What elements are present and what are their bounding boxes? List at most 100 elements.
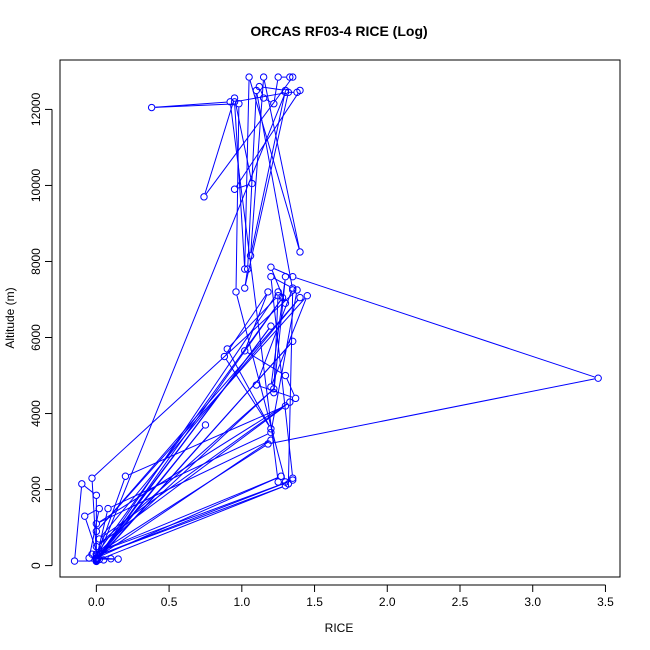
series-segment — [247, 93, 257, 266]
x-tick-label: 2.0 — [379, 595, 396, 609]
x-tick-label: 1.5 — [306, 595, 323, 609]
data-point — [281, 272, 290, 281]
data-point — [246, 252, 255, 260]
series-segment — [74, 487, 82, 558]
data-point — [289, 272, 297, 281]
series-segment — [238, 92, 285, 102]
y-tick-label: 2000 — [29, 476, 43, 503]
data-point — [241, 284, 249, 292]
series-segment — [91, 481, 97, 551]
series-segment — [287, 293, 294, 481]
data-point — [241, 347, 249, 355]
data-point — [289, 474, 297, 482]
data-point — [259, 73, 268, 81]
series-layer — [70, 73, 602, 566]
data-point — [220, 352, 229, 361]
data-point — [95, 535, 103, 543]
data-point — [274, 478, 282, 486]
series-segment — [99, 477, 279, 557]
series-segment — [236, 295, 286, 479]
series-segment — [94, 292, 295, 477]
data-point — [289, 73, 297, 81]
series-segment — [273, 295, 279, 390]
series-segment — [295, 277, 595, 378]
data-point — [286, 398, 294, 406]
series-segment — [97, 95, 285, 558]
series-segment — [228, 351, 270, 426]
data-point — [259, 94, 268, 102]
series-segment — [234, 105, 246, 266]
series-segment — [237, 184, 249, 189]
series-segment — [155, 101, 227, 108]
y-tick-label: 6000 — [29, 324, 43, 351]
data-point — [277, 472, 285, 480]
data-point — [200, 193, 208, 201]
data-point — [201, 421, 210, 429]
data-point — [235, 100, 243, 108]
data-point — [291, 394, 300, 403]
data-point — [281, 402, 290, 410]
data-point — [245, 73, 253, 81]
series-segment — [95, 480, 290, 554]
data-point — [289, 337, 297, 346]
x-axis: 0.0 0.5 1.0 1.5 2.0 2.5 3.0 3.5 — [88, 584, 614, 609]
series-segment — [98, 407, 283, 545]
series-segment — [249, 80, 300, 249]
series-segment — [245, 295, 268, 348]
data-point — [267, 425, 275, 433]
data-point — [88, 474, 96, 482]
data-point — [241, 265, 249, 273]
data-point — [81, 512, 89, 520]
series-segment — [95, 477, 278, 554]
series-segment — [244, 80, 250, 266]
data-point — [293, 88, 301, 97]
y-tick-label: 12000 — [29, 92, 43, 126]
x-tick-label: 0.5 — [161, 595, 178, 609]
series-segment — [234, 101, 252, 181]
x-tick-label: 3.0 — [524, 595, 541, 609]
y-axis: 0 2000 4000 6000 8000 10000 12000 — [29, 92, 53, 569]
data-point — [92, 542, 101, 551]
data-point — [281, 299, 290, 307]
series-segment — [98, 300, 281, 559]
series-segment — [128, 406, 283, 476]
data-point — [267, 428, 275, 437]
data-point — [270, 385, 278, 393]
data-point — [95, 504, 103, 513]
series-segment — [99, 445, 266, 553]
data-point — [267, 272, 275, 281]
data-point — [281, 86, 290, 95]
series-segment — [98, 427, 204, 559]
data-point — [594, 374, 602, 382]
x-tick-label: 3.5 — [597, 595, 614, 609]
series-segment — [250, 93, 286, 253]
data-point — [274, 73, 282, 81]
x-axis-label: RICE — [325, 621, 354, 635]
data-point — [296, 248, 304, 256]
series-segment — [98, 298, 306, 530]
series-segment — [99, 403, 288, 523]
data-point — [289, 476, 297, 484]
data-point — [289, 284, 297, 292]
x-tick-label: 2.5 — [452, 595, 469, 609]
data-point — [92, 527, 101, 536]
series-segment — [229, 297, 277, 347]
data-point — [230, 185, 239, 193]
series-segment — [97, 294, 277, 558]
series-segment — [102, 486, 283, 559]
data-point — [289, 286, 297, 294]
series-segment — [225, 294, 267, 354]
data-point — [147, 103, 156, 112]
data-point — [107, 555, 115, 563]
data-point — [226, 98, 234, 106]
chart-title: ORCAS RF03-4 RICE (Log) — [250, 23, 427, 39]
data-point — [70, 557, 79, 565]
y-tick-label: 4000 — [29, 400, 43, 427]
data-point — [281, 88, 290, 97]
series-segment — [96, 511, 108, 555]
data-point — [243, 265, 252, 273]
data-point — [121, 472, 130, 480]
data-point — [270, 100, 278, 108]
data-point — [296, 293, 304, 302]
